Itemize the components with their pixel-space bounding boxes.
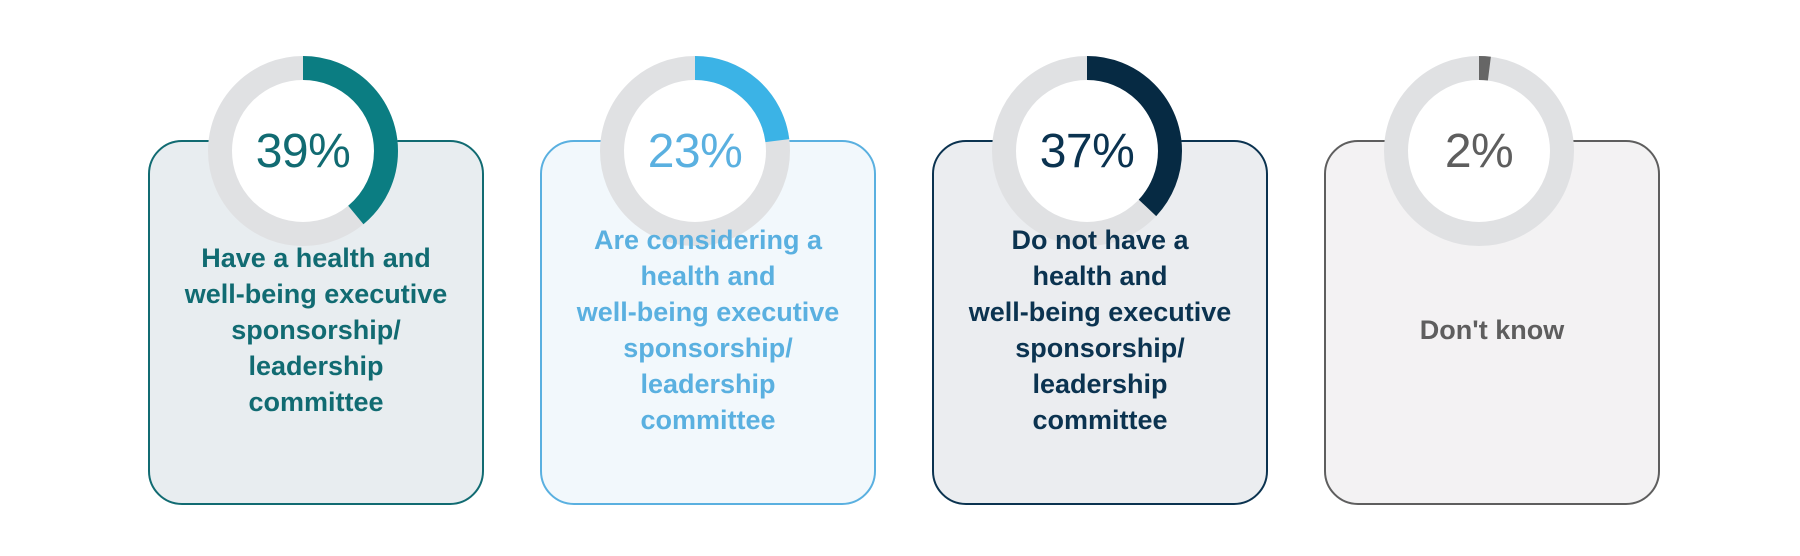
category-label-line: Do not have a	[1011, 225, 1189, 255]
category-label-line: Don't know	[1419, 315, 1565, 345]
donut-value-arc	[600, 56, 790, 246]
donut-value-arc	[992, 56, 1182, 246]
category-label-line: committee	[248, 387, 384, 417]
stat-card-1: 39% Have a health and well-being executive…	[148, 0, 488, 556]
category-label-line: sponsorship/	[1015, 333, 1185, 363]
donut-chart	[992, 56, 1182, 246]
category-label-line: committee	[640, 405, 776, 435]
category-label-line: well-being executive	[184, 279, 448, 309]
category-label-line: leadership	[1032, 369, 1168, 399]
category-label-line: health and	[1032, 261, 1168, 291]
category-label-line: Are considering a	[593, 225, 823, 255]
category-label-line: leadership	[640, 369, 776, 399]
category-label-line: leadership	[248, 351, 384, 381]
category-label-line: well-being executive	[968, 297, 1232, 327]
category-label: Have a health and well-being executive spo…	[160, 240, 472, 420]
category-label: Don't know	[1336, 312, 1648, 348]
percent-value: 39%	[255, 124, 351, 178]
category-label-line: sponsorship/	[623, 333, 793, 363]
category-label-line: Have a health and	[201, 243, 431, 273]
percent-value: 2%	[1444, 124, 1514, 178]
donut-chart	[208, 56, 398, 246]
donut-chart	[600, 56, 790, 246]
donut-chart	[1384, 56, 1574, 246]
percent-value: 23%	[647, 124, 743, 178]
category-label-line: sponsorship/	[231, 315, 401, 345]
category-label-line: committee	[1032, 405, 1168, 435]
category-label-line: health and	[640, 261, 776, 291]
category-label: Do not have a health and well-being execut…	[944, 222, 1256, 438]
stat-card-3: 37% Do not have a health and well-being exe…	[932, 0, 1272, 556]
donut-value-arc	[208, 56, 398, 246]
donut-value-arc	[1384, 56, 1574, 246]
category-label: Are considering a health and well-being ex…	[552, 222, 864, 438]
stat-card-4: 2% Don't know	[1324, 0, 1664, 556]
percent-value: 37%	[1039, 124, 1135, 178]
category-label-line: well-being executive	[576, 297, 840, 327]
stat-card-2: 23% Are considering a health and well-being…	[540, 0, 880, 556]
